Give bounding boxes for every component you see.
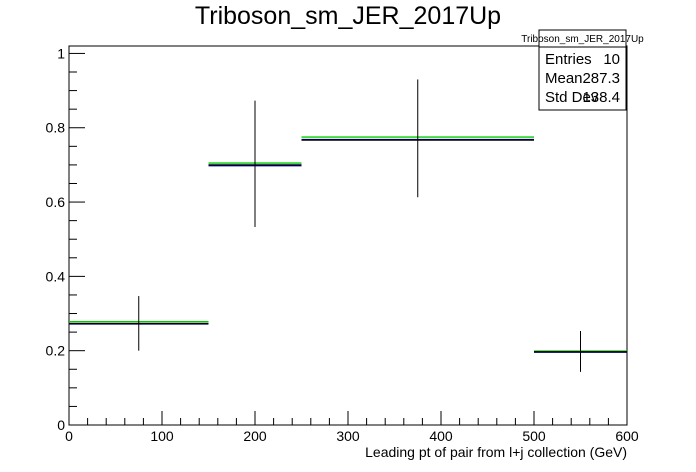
x-tick-label: 300 <box>336 428 360 444</box>
x-tick-label: 0 <box>65 428 73 444</box>
x-tick-label: 200 <box>243 428 267 444</box>
stats-value: 138.4 <box>582 89 620 106</box>
y-tick-label: 0.8 <box>46 120 66 136</box>
stats-label: Std Dev <box>545 89 599 106</box>
y-tick-label: 1 <box>57 45 65 61</box>
stats-box: Triboson_sm_JER_2017Up Entries 10 Mean 287.… <box>521 29 644 111</box>
stats-label: Entries <box>545 51 592 68</box>
y-tick-label: 0.2 <box>46 343 66 359</box>
chart-title: Triboson_sm_JER_2017Up <box>195 2 501 30</box>
y-tick-label: 0 <box>57 417 65 433</box>
x-axis-label: Leading pt of pair from l+j collection (… <box>365 444 627 460</box>
stats-value: 10 <box>603 51 620 68</box>
stats-box-title: Triboson_sm_JER_2017Up <box>521 34 644 45</box>
x-tick-label: 100 <box>150 428 174 444</box>
x-tick-label: 400 <box>429 428 453 444</box>
x-tick-label: 500 <box>522 428 546 444</box>
y-axis: 0 0.2 0.4 0.6 0.8 1 <box>46 45 85 433</box>
x-tick-label: 600 <box>615 428 639 444</box>
y-tick-label: 0.6 <box>46 194 66 210</box>
y-tick-label: 0.4 <box>46 268 66 284</box>
histogram-bins <box>69 136 627 353</box>
stats-value: 287.3 <box>582 70 620 87</box>
error-bars <box>138 79 581 372</box>
stats-label: Mean <box>545 70 583 87</box>
x-axis: 0 100 200 300 400 500 600 <box>65 411 639 444</box>
stats-box-frame <box>538 29 627 111</box>
